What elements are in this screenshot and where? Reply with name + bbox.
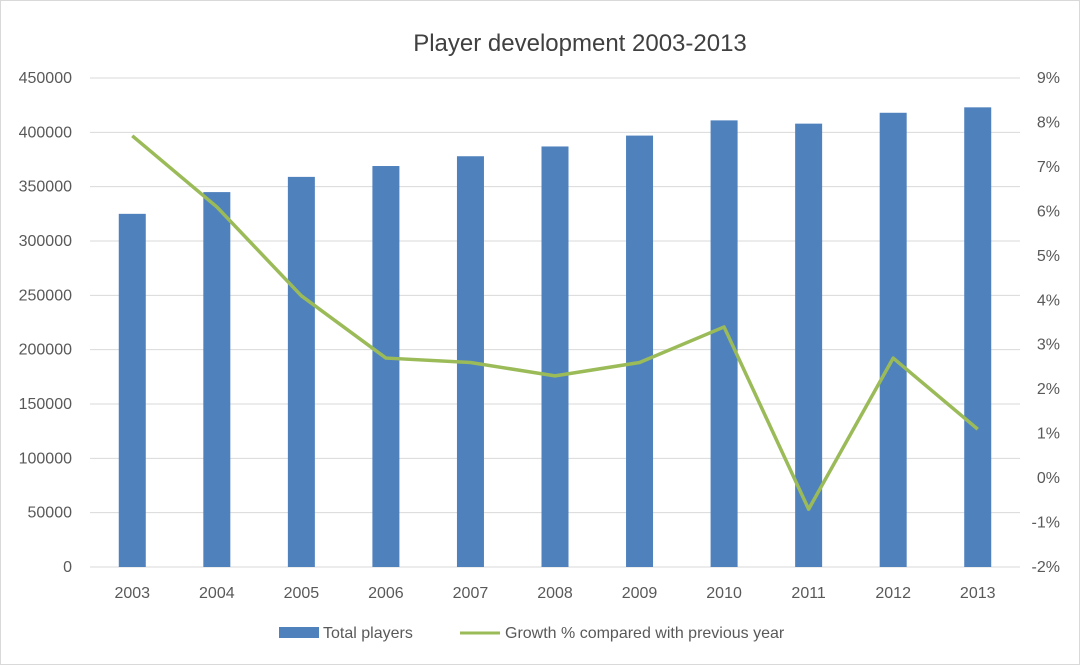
x-tick-label: 2013: [960, 585, 996, 602]
left-tick-label: 100000: [19, 450, 72, 467]
x-tick-label: 2008: [537, 585, 573, 602]
bar: [287, 176, 315, 568]
x-tick-label: 2011: [791, 585, 826, 602]
left-tick-label: 300000: [19, 233, 72, 250]
legend: Total players Growth % compared with pre…: [279, 625, 785, 642]
x-axis: 2003 2004 2005 2006 2007 2008 2009 2010 2011 2012…: [114, 585, 995, 602]
right-tick-label: -2%: [1032, 559, 1060, 576]
x-tick-label: 2005: [284, 585, 320, 602]
bar: [964, 107, 992, 567]
left-axis: 0 50000 100000 150000 200000 250000 300000 3500…: [19, 70, 72, 576]
left-tick-label: 400000: [19, 124, 72, 141]
legend-label-line: Growth % compared with previous year: [505, 625, 785, 642]
left-tick-label: 150000: [19, 396, 72, 413]
right-tick-label: 8%: [1037, 114, 1060, 131]
x-tick-label: 2003: [114, 585, 150, 602]
right-tick-label: 2%: [1037, 381, 1060, 398]
left-tick-label: 50000: [28, 505, 73, 522]
left-tick-label: 0: [63, 559, 72, 576]
right-axis: -2% -1% 0% 1% 2% 3% 4% 5% 6% 7% 8% 9%: [1032, 70, 1060, 576]
line-series: [131, 134, 979, 511]
right-tick-label: 4%: [1037, 292, 1060, 309]
bar: [372, 166, 400, 567]
x-tick-label: 2010: [706, 585, 742, 602]
left-tick-label: 350000: [19, 179, 72, 196]
x-tick-label: 2004: [199, 585, 235, 602]
left-tick-label: 250000: [19, 287, 72, 304]
right-tick-label: 7%: [1037, 159, 1060, 176]
right-tick-label: 6%: [1037, 203, 1060, 220]
bar: [626, 135, 654, 568]
bar: [541, 146, 569, 567]
growth-line: [131, 134, 979, 511]
right-tick-label: 5%: [1037, 248, 1060, 265]
chart-title: Player development 2003-2013: [413, 30, 747, 57]
right-tick-label: 9%: [1037, 70, 1060, 87]
legend-label-bar: Total players: [323, 625, 413, 642]
bar: [795, 123, 823, 567]
bar: [118, 213, 146, 568]
right-tick-label: -1%: [1032, 515, 1060, 532]
bar: [879, 112, 907, 568]
legend-swatch-bar: [279, 627, 319, 638]
x-tick-label: 2006: [368, 585, 404, 602]
right-tick-label: 3%: [1037, 337, 1060, 354]
left-tick-label: 450000: [19, 70, 72, 87]
bar-series: [118, 107, 992, 568]
right-tick-label: 1%: [1037, 426, 1060, 443]
right-tick-label: 0%: [1037, 470, 1060, 487]
x-tick-label: 2012: [875, 585, 911, 602]
x-tick-label: 2009: [622, 585, 658, 602]
bar: [203, 192, 231, 567]
x-tick-label: 2007: [453, 585, 489, 602]
left-tick-label: 200000: [19, 342, 72, 359]
gridlines: [90, 77, 1020, 568]
